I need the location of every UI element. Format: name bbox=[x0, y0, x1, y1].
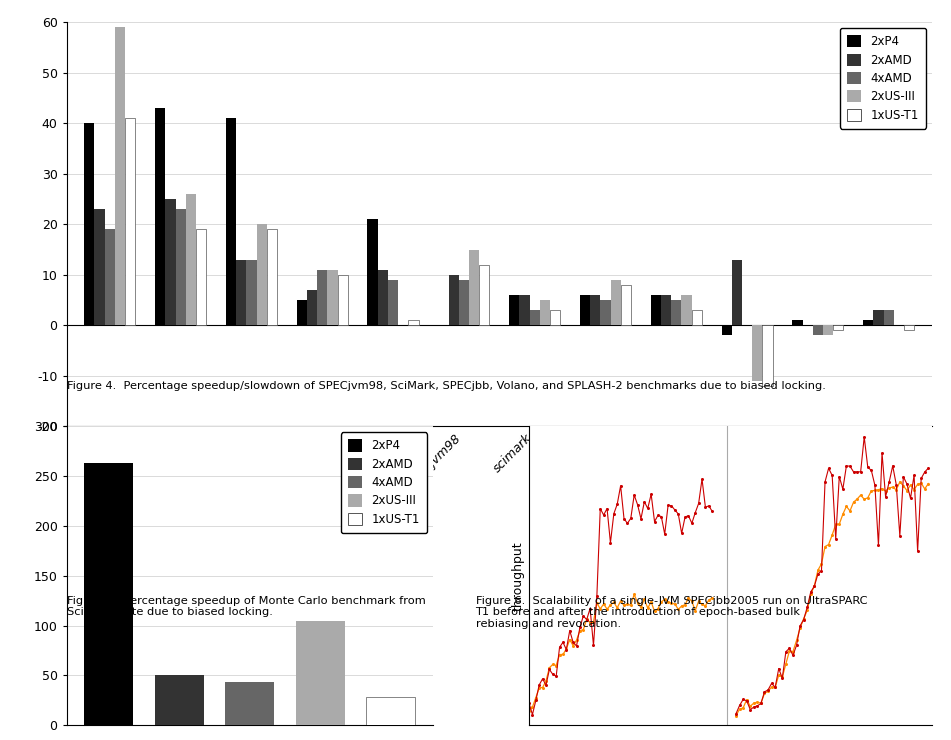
Bar bbox=[873, 310, 883, 326]
Bar bbox=[722, 326, 731, 335]
Bar bbox=[176, 209, 185, 326]
Bar bbox=[225, 682, 275, 725]
Bar bbox=[367, 219, 378, 326]
Bar bbox=[155, 676, 204, 725]
Bar bbox=[126, 118, 135, 326]
Bar bbox=[580, 295, 591, 326]
Legend: 2xP4, 2xAMD, 4xAMD, 2xUS-III, 1xUS-T1: 2xP4, 2xAMD, 4xAMD, 2xUS-III, 1xUS-T1 bbox=[340, 432, 427, 533]
Bar bbox=[650, 295, 661, 326]
Text: Figure 6.  Scalability of a single-JVM SPECjbb2005 run on UltraSPARC
T1 before a: Figure 6. Scalability of a single-JVM SP… bbox=[476, 596, 867, 629]
Bar bbox=[904, 326, 914, 331]
Bar bbox=[94, 209, 105, 326]
Bar bbox=[833, 326, 844, 331]
Bar bbox=[469, 249, 479, 326]
Bar bbox=[763, 326, 772, 386]
Bar bbox=[883, 310, 894, 326]
Bar bbox=[661, 295, 671, 326]
Bar bbox=[731, 260, 742, 326]
Bar bbox=[388, 280, 398, 326]
Text: Figure 4.  Percentage speedup/slowdown of SPECjvm98, SciMark, SPECjbb, Volano, a: Figure 4. Percentage speedup/slowdown of… bbox=[67, 381, 825, 391]
Bar bbox=[509, 295, 519, 326]
Bar bbox=[519, 295, 530, 326]
Bar bbox=[408, 320, 418, 326]
Bar bbox=[196, 229, 206, 326]
Bar bbox=[338, 275, 348, 326]
Bar bbox=[185, 194, 196, 326]
Bar bbox=[85, 124, 94, 326]
Bar bbox=[864, 320, 873, 326]
Bar bbox=[327, 270, 338, 326]
Bar bbox=[165, 199, 176, 326]
Bar bbox=[236, 260, 246, 326]
Bar bbox=[378, 270, 388, 326]
Text: Figure 5.  Percentage speedup of Monte Carlo benchmark from
SciMark suite due to: Figure 5. Percentage speedup of Monte Ca… bbox=[67, 596, 425, 617]
Bar bbox=[296, 621, 345, 725]
Bar bbox=[226, 118, 236, 326]
Bar bbox=[257, 224, 267, 326]
Bar bbox=[813, 326, 823, 335]
Bar bbox=[85, 463, 133, 725]
Bar bbox=[317, 270, 327, 326]
Bar bbox=[105, 229, 115, 326]
Bar bbox=[297, 300, 307, 326]
Bar bbox=[671, 300, 682, 326]
Bar bbox=[823, 326, 833, 335]
Bar bbox=[267, 229, 277, 326]
Bar bbox=[550, 310, 560, 326]
Bar bbox=[479, 265, 490, 326]
Bar bbox=[307, 290, 317, 326]
Bar bbox=[449, 275, 458, 326]
Bar bbox=[458, 280, 469, 326]
Bar bbox=[752, 326, 763, 381]
Bar bbox=[682, 295, 691, 326]
Bar bbox=[530, 310, 540, 326]
Bar bbox=[591, 295, 600, 326]
Bar bbox=[600, 300, 611, 326]
Bar bbox=[246, 260, 257, 326]
Bar bbox=[691, 310, 702, 326]
Bar bbox=[115, 27, 126, 326]
Bar bbox=[611, 280, 621, 326]
Bar bbox=[792, 320, 803, 326]
Bar bbox=[540, 300, 550, 326]
Bar bbox=[366, 697, 416, 725]
Bar bbox=[155, 108, 165, 326]
Bar bbox=[621, 285, 631, 326]
Y-axis label: throughput: throughput bbox=[512, 541, 525, 610]
Legend: 2xP4, 2xAMD, 4xAMD, 2xUS-III, 1xUS-T1: 2xP4, 2xAMD, 4xAMD, 2xUS-III, 1xUS-T1 bbox=[840, 28, 926, 129]
